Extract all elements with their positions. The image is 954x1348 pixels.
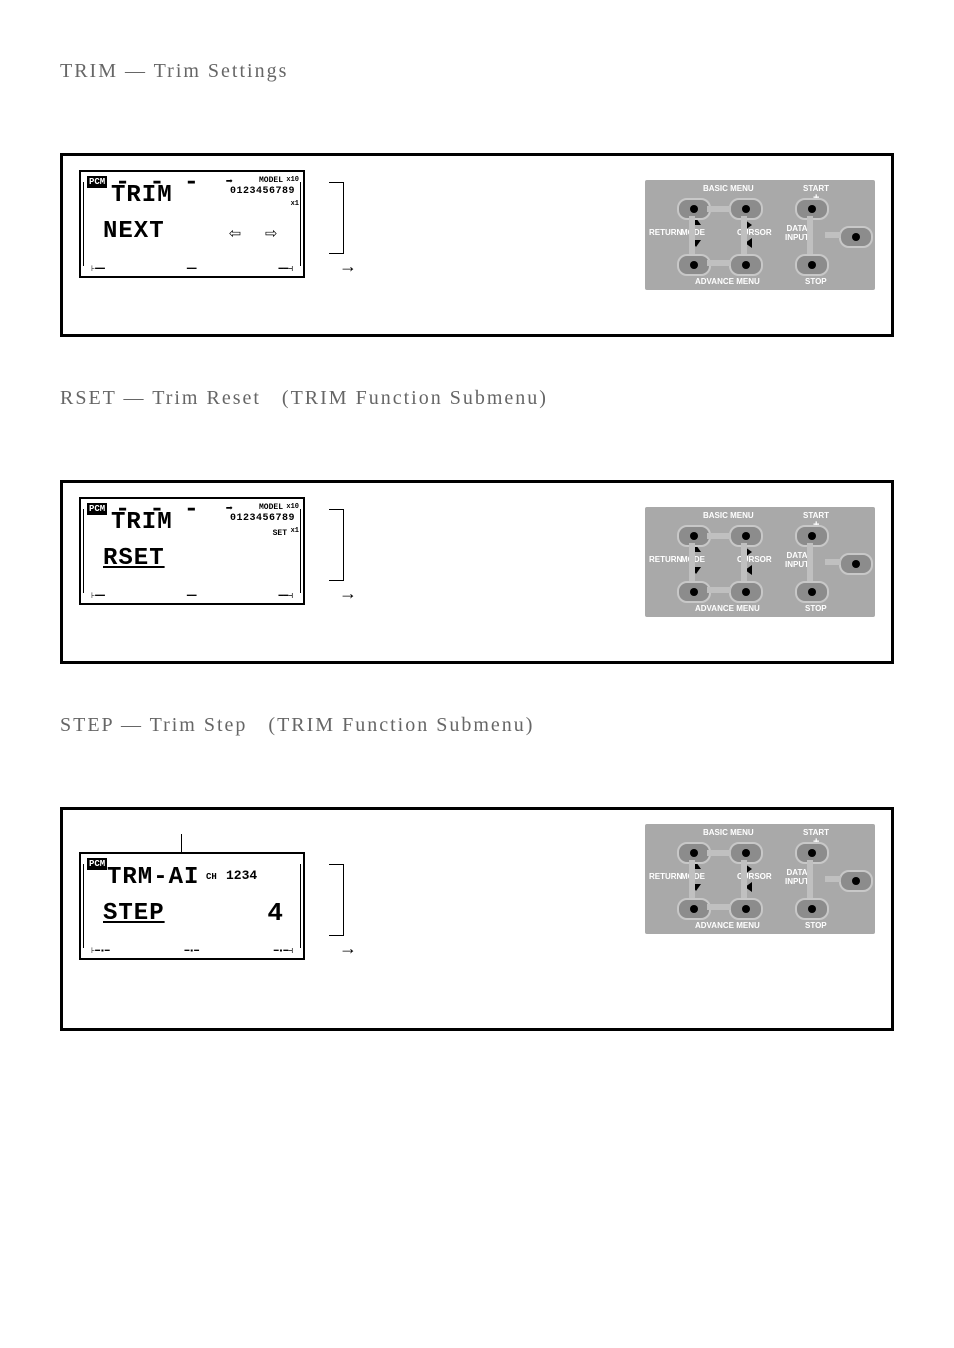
scale-bottom: ⊦━━━━━━⊣ bbox=[91, 264, 293, 272]
lcd-line2: RSET bbox=[103, 545, 165, 572]
heading-code: RSET bbox=[60, 387, 117, 409]
lcd-screen-trim: PCM ▬ ▬ ▬ ➡ MODEL x10 0123456789 x1 TRIM… bbox=[79, 170, 305, 278]
lcd-title: TRIM bbox=[111, 182, 173, 209]
callout-bracket: → bbox=[329, 170, 357, 277]
label-advance-menu: ADVANCE MENU bbox=[695, 277, 760, 286]
mode-down-button[interactable] bbox=[677, 898, 711, 920]
cursor-down-button[interactable] bbox=[729, 254, 763, 276]
section-trim: PCM ▬ ▬ ▬ ➡ MODEL x10 0123456789 x1 TRIM… bbox=[60, 153, 894, 337]
heading-step: STEP — Trim Step (TRIM Function Submenu) bbox=[60, 714, 894, 737]
label-return: RETURN bbox=[649, 228, 682, 237]
callout-arrow-icon: → bbox=[339, 583, 357, 604]
set-button[interactable] bbox=[839, 870, 873, 892]
set-button[interactable] bbox=[839, 226, 873, 248]
ch-digits: 1234 bbox=[226, 868, 257, 883]
mode-down-button[interactable] bbox=[677, 581, 711, 603]
pcm-badge: PCM bbox=[87, 176, 107, 188]
model-digits: 0123456789 bbox=[230, 513, 295, 524]
callout-bracket: → bbox=[329, 497, 357, 604]
button-pad: BASIC MENU ADVANCE MENU START STOP MODE … bbox=[645, 180, 875, 290]
heading-rset: RSET — Trim Reset (TRIM Function Submenu… bbox=[60, 387, 894, 410]
button-pad: BASIC MENU ADVANCE MENU START STOP MODE … bbox=[645, 824, 875, 934]
label-basic-menu: BASIC MENU bbox=[703, 511, 754, 520]
label-stop: STOP bbox=[805, 921, 827, 930]
lcd-screen-rset: PCM ▬ ▬ ▬ ➡ MODEL x10 0123456789 x1 SET … bbox=[79, 497, 305, 605]
heading-code: TRIM bbox=[60, 60, 118, 82]
label-data-input: DATA INPUT bbox=[785, 868, 809, 886]
scale-right bbox=[294, 509, 301, 593]
model-digits: 0123456789 bbox=[230, 186, 295, 197]
lcd-screen-step: PCM TRM-AI CH 1234 STEP 4 ⊦━▪━━▪━━▪━⊣ bbox=[79, 852, 305, 960]
callout-bracket: → bbox=[329, 852, 357, 959]
label-stop: STOP bbox=[805, 604, 827, 613]
label-return: RETURN bbox=[649, 872, 682, 881]
set-button[interactable] bbox=[839, 553, 873, 575]
scale-bottom: ⊦━▪━━▪━━▪━⊣ bbox=[91, 946, 293, 954]
section-step: PCM TRM-AI CH 1234 STEP 4 ⊦━▪━━▪━━▪━⊣ → … bbox=[60, 807, 894, 1031]
ch-label: CH bbox=[206, 872, 217, 882]
data-minus-button[interactable] bbox=[795, 898, 829, 920]
heading-sep: — bbox=[124, 387, 146, 409]
lcd-line2: NEXT bbox=[103, 218, 165, 245]
label-basic-menu: BASIC MENU bbox=[703, 828, 754, 837]
pcm-badge: PCM bbox=[87, 503, 107, 515]
label-data-input: DATA INPUT bbox=[785, 224, 809, 242]
heading-sub: (TRIM Function Submenu) bbox=[268, 714, 534, 736]
heading-sep: — bbox=[125, 60, 147, 82]
scale-bottom: ⊦━━━━━━⊣ bbox=[91, 591, 293, 599]
model-label: MODEL bbox=[259, 503, 283, 512]
model-label: MODEL bbox=[259, 176, 283, 185]
cursor-down-button[interactable] bbox=[729, 898, 763, 920]
callout-arrow-icon: → bbox=[339, 938, 357, 959]
cursor-down-button[interactable] bbox=[729, 581, 763, 603]
lcd-title: TRIM bbox=[111, 509, 173, 536]
step-value: 4 bbox=[267, 898, 283, 928]
heading-label: Trim Settings bbox=[154, 60, 289, 82]
scale-left bbox=[83, 864, 90, 948]
pcm-badge: PCM bbox=[87, 858, 107, 870]
scale-right bbox=[294, 864, 301, 948]
data-minus-button[interactable] bbox=[795, 254, 829, 276]
lcd-arrows-icon: ⇦ ⇨ bbox=[229, 220, 283, 246]
heading-label: Trim Reset bbox=[152, 387, 261, 409]
heading-trim: TRIM — Trim Settings bbox=[60, 60, 894, 83]
label-basic-menu: BASIC MENU bbox=[703, 184, 754, 193]
callout-arrow-icon: → bbox=[339, 256, 357, 277]
label-advance-menu: ADVANCE MENU bbox=[695, 921, 760, 930]
label-advance-menu: ADVANCE MENU bbox=[695, 604, 760, 613]
label-return: RETURN bbox=[649, 555, 682, 564]
lcd-title: TRM-AI bbox=[107, 864, 199, 891]
heading-sub: (TRIM Function Submenu) bbox=[282, 387, 548, 409]
heading-label: Trim Step bbox=[150, 714, 248, 736]
label-data-input: DATA INPUT bbox=[785, 551, 809, 569]
set-label: SET bbox=[273, 529, 287, 538]
scale-right bbox=[294, 182, 301, 266]
label-stop: STOP bbox=[805, 277, 827, 286]
scale-left bbox=[83, 182, 90, 266]
lcd-line2: STEP bbox=[103, 900, 165, 927]
section-rset: PCM ▬ ▬ ▬ ➡ MODEL x10 0123456789 x1 SET … bbox=[60, 480, 894, 664]
heading-code: STEP bbox=[60, 714, 114, 736]
heading-sep: — bbox=[121, 714, 143, 736]
scale-left bbox=[83, 509, 90, 593]
data-minus-button[interactable] bbox=[795, 581, 829, 603]
mode-down-button[interactable] bbox=[677, 254, 711, 276]
button-pad: BASIC MENU ADVANCE MENU START STOP MODE … bbox=[645, 507, 875, 617]
